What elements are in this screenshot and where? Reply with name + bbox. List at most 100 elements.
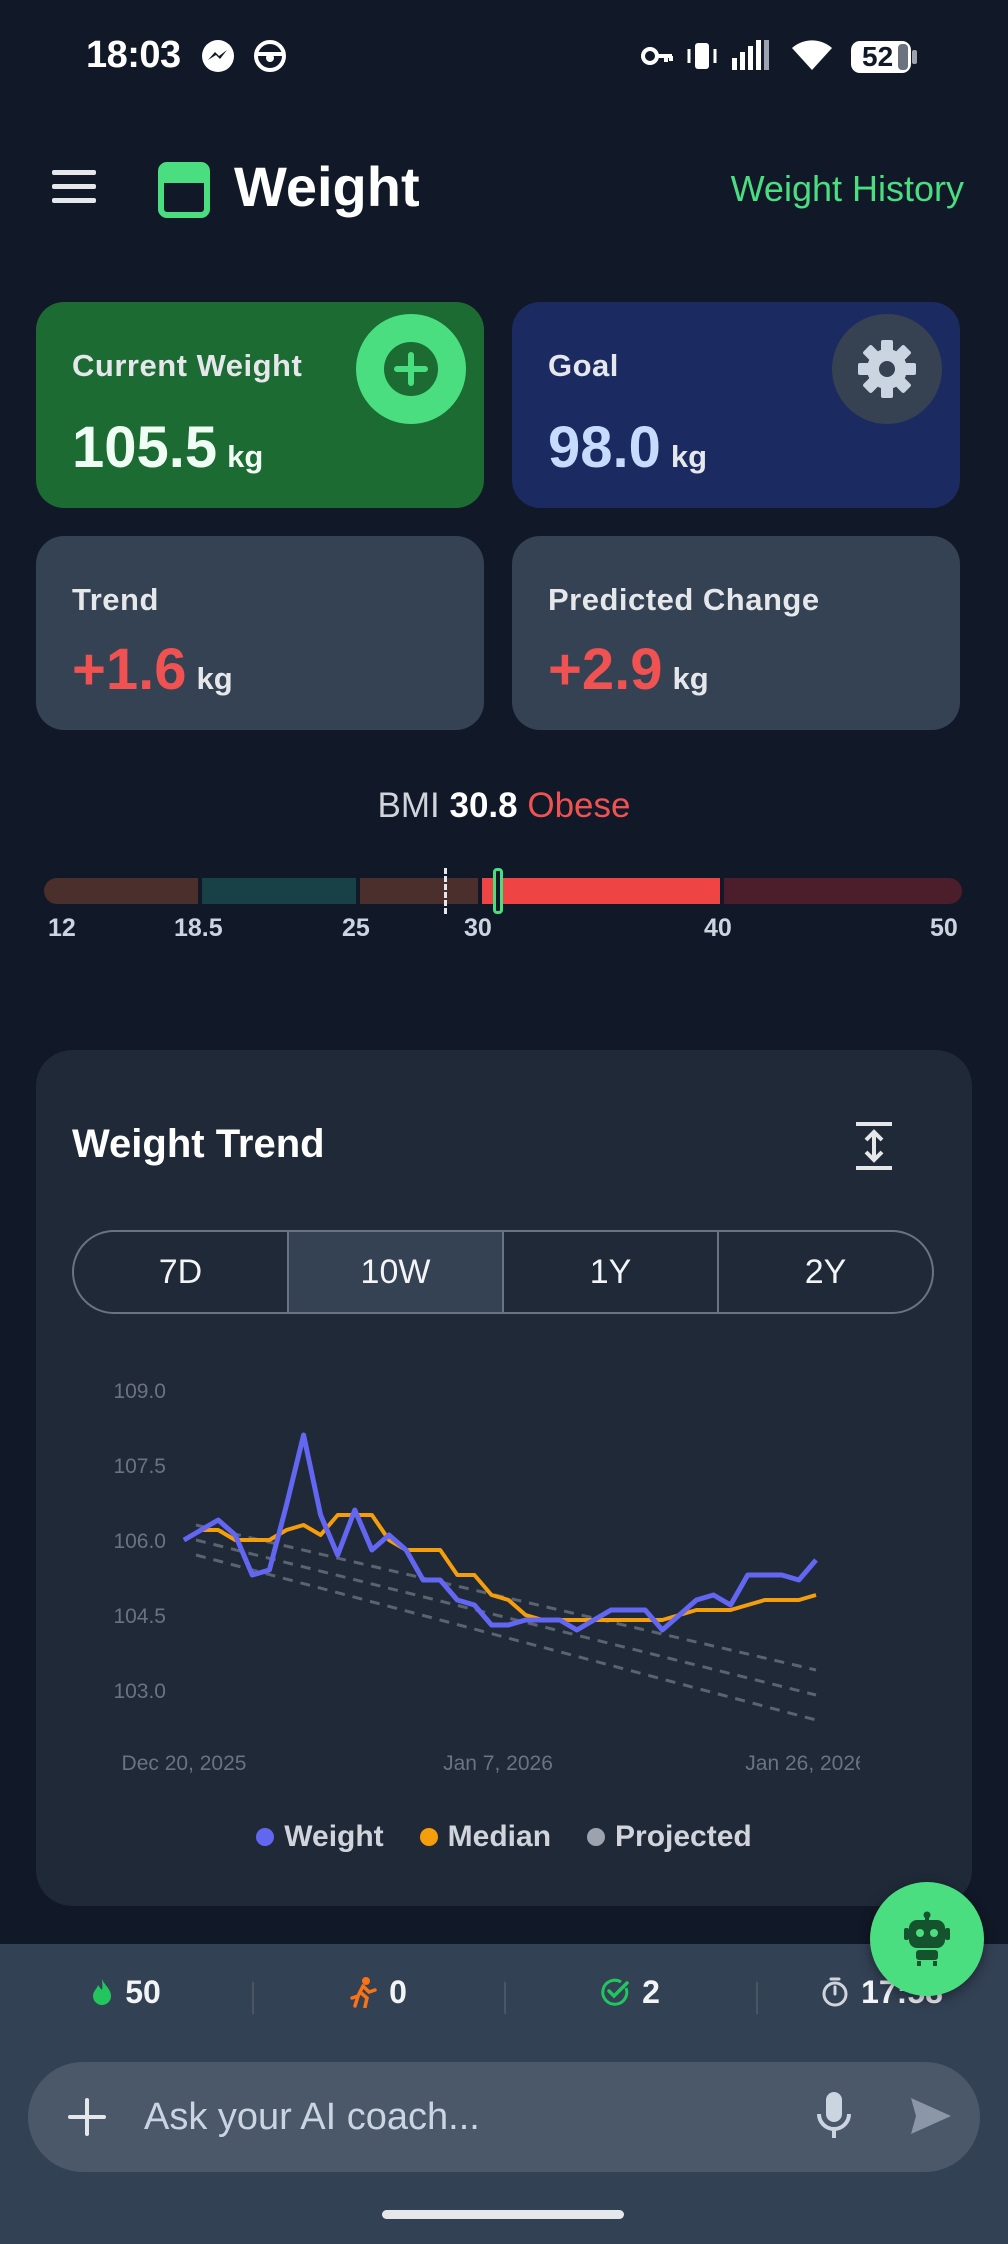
y-tick-label: 104.5 bbox=[113, 1605, 166, 1628]
range-selector: 7D 10W 1Y 2Y bbox=[72, 1230, 934, 1314]
ai-coach-input[interactable] bbox=[144, 2084, 804, 2150]
running-icon bbox=[350, 1977, 377, 2008]
trend-value-row: +1.6 kg bbox=[72, 636, 233, 703]
bmi-band-normal bbox=[202, 878, 356, 904]
projected-line bbox=[195, 1553, 817, 1722]
goal-settings-button[interactable] bbox=[832, 314, 942, 424]
legend-label-median: Median bbox=[447, 1820, 552, 1853]
hamburger-line bbox=[52, 198, 96, 203]
fasting-timer-stat[interactable]: 17:58 bbox=[756, 1974, 1008, 2014]
goal-unit: kg bbox=[670, 439, 708, 474]
x-tick-label: Jan 26, 2026 bbox=[745, 1752, 866, 1775]
streak-stat[interactable]: 50 bbox=[0, 1974, 252, 2011]
vibrate-icon bbox=[687, 43, 717, 69]
bottom-panel: 50 0 2 17:58 bbox=[0, 1944, 1008, 2244]
bmi-band-severely-obese bbox=[724, 878, 962, 904]
legend-item-weight: Weight bbox=[256, 1820, 384, 1854]
range-1y[interactable]: 1Y bbox=[504, 1232, 719, 1312]
bmi-tick: 40 bbox=[704, 914, 732, 942]
status-time: 18:03 bbox=[86, 34, 181, 76]
activity-value: 0 bbox=[389, 1973, 407, 2010]
microphone-icon[interactable] bbox=[814, 2088, 854, 2144]
scale-icon bbox=[158, 162, 210, 218]
current-weight-value-row: 105.5 kg bbox=[72, 414, 263, 481]
bmi-tick: 50 bbox=[930, 914, 958, 942]
wifi-icon bbox=[792, 40, 832, 70]
range-2y[interactable]: 2Y bbox=[804, 1252, 847, 1291]
current-weight-unit: kg bbox=[227, 439, 264, 474]
bmi-goal-marker bbox=[444, 868, 447, 914]
x-tick-label: Dec 20, 2025 bbox=[122, 1752, 247, 1775]
predicted-change-value-row: +2.9 kg bbox=[548, 636, 709, 703]
projected-line bbox=[195, 1523, 817, 1672]
bmi-tick: 18.5 bbox=[174, 914, 223, 942]
goal-card: Goal 98.0 kg bbox=[512, 302, 960, 508]
streak-value: 50 bbox=[125, 1973, 161, 2010]
median-series-line bbox=[182, 1513, 817, 1622]
hamburger-line bbox=[52, 170, 96, 175]
gear-icon bbox=[858, 340, 916, 398]
x-tick-label: Jan 7, 2026 bbox=[443, 1752, 553, 1775]
bmi-band-obese bbox=[482, 878, 720, 904]
signal-icon bbox=[732, 40, 769, 70]
flame-icon bbox=[93, 1979, 112, 2005]
y-tick-label: 107.5 bbox=[113, 1455, 166, 1478]
y-tick-label: 103.0 bbox=[113, 1680, 166, 1703]
bmi-value: 30.8 bbox=[449, 786, 518, 825]
bmi-category: Obese bbox=[527, 786, 631, 825]
legend-item-projected: Projected bbox=[587, 1820, 752, 1854]
hamburger-line bbox=[52, 184, 96, 189]
predicted-change-label: Predicted Change bbox=[548, 582, 820, 617]
predicted-change-value: +2.9 bbox=[548, 637, 663, 702]
chat-input-bar bbox=[28, 2062, 980, 2172]
weight-history-link[interactable]: Weight History bbox=[730, 168, 964, 209]
messenger-icon bbox=[202, 40, 234, 72]
chart-legend: Weight Median Projected bbox=[36, 1820, 972, 1854]
goal-label: Goal bbox=[548, 348, 619, 383]
bmi-label: BMI bbox=[377, 786, 440, 825]
current-weight-label: Current Weight bbox=[72, 348, 303, 383]
weight-trend-card: Weight Trend 7D 10W 1Y 2Y 109.0 107.5 106.… bbox=[36, 1050, 972, 1906]
projected-line bbox=[195, 1538, 817, 1697]
y-tick-label: 106.0 bbox=[113, 1530, 166, 1553]
range-7d[interactable]: 7D bbox=[74, 1232, 289, 1312]
expand-vertical-icon[interactable] bbox=[852, 1120, 896, 1172]
menu-button[interactable] bbox=[52, 170, 102, 210]
ai-coach-fab[interactable] bbox=[870, 1882, 984, 1996]
page-title: Weight bbox=[234, 155, 420, 218]
y-tick-label: 109.0 bbox=[113, 1380, 166, 1403]
current-weight-card: Current Weight 105.5 kg bbox=[36, 302, 484, 508]
trend-unit: kg bbox=[196, 661, 233, 696]
tasks-value: 2 bbox=[642, 1973, 660, 2010]
stats-row: 50 0 2 17:58 bbox=[0, 1944, 1008, 2040]
predicted-change-card: Predicted Change +2.9 kg bbox=[512, 536, 960, 730]
plus-circle-icon bbox=[384, 342, 438, 396]
home-indicator[interactable] bbox=[382, 2210, 624, 2219]
goal-value: 98.0 bbox=[548, 415, 661, 480]
predicted-change-unit: kg bbox=[672, 661, 709, 696]
bmi-summary: BMI 30.8 Obese bbox=[0, 786, 1008, 826]
legend-label-weight: Weight bbox=[284, 1820, 384, 1853]
check-circle-icon bbox=[601, 1978, 629, 2006]
bmi-tick: 25 bbox=[342, 914, 370, 942]
tasks-stat[interactable]: 2 bbox=[504, 1973, 756, 2014]
bmi-band-underweight bbox=[44, 878, 198, 904]
bmi-tick: 30 bbox=[464, 914, 492, 942]
robot-icon bbox=[904, 1911, 950, 1966]
key-icon bbox=[641, 47, 673, 65]
attach-plus-icon[interactable] bbox=[62, 2092, 112, 2142]
activity-stat[interactable]: 0 bbox=[252, 1973, 504, 2014]
goal-value-row: 98.0 kg bbox=[548, 414, 707, 481]
trend-label: Trend bbox=[72, 582, 159, 617]
bmi-current-marker bbox=[493, 868, 503, 914]
battery-level: 52 bbox=[862, 41, 894, 72]
trend-card: Trend +1.6 kg bbox=[36, 536, 484, 730]
add-weight-button[interactable] bbox=[356, 314, 466, 424]
weight-series-line bbox=[182, 1432, 818, 1633]
status-bar: 18:03 52 bbox=[0, 0, 1008, 110]
battery-indicator: 52 bbox=[850, 40, 917, 73]
legend-item-median: Median bbox=[419, 1820, 552, 1854]
range-10w[interactable]: 10W bbox=[289, 1232, 504, 1312]
bmi-tick: 12 bbox=[48, 914, 76, 942]
send-icon[interactable] bbox=[908, 2094, 954, 2138]
